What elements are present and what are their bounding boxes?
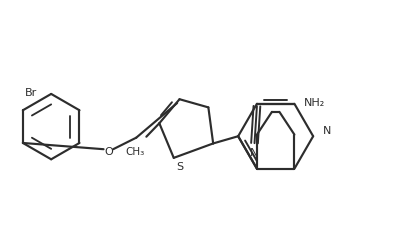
Text: N: N xyxy=(250,148,258,158)
Text: NH₂: NH₂ xyxy=(303,98,324,108)
Text: Br: Br xyxy=(25,88,37,98)
Text: CH₃: CH₃ xyxy=(126,147,144,157)
Text: S: S xyxy=(175,161,183,172)
Text: O: O xyxy=(104,147,112,157)
Text: N: N xyxy=(322,126,330,136)
